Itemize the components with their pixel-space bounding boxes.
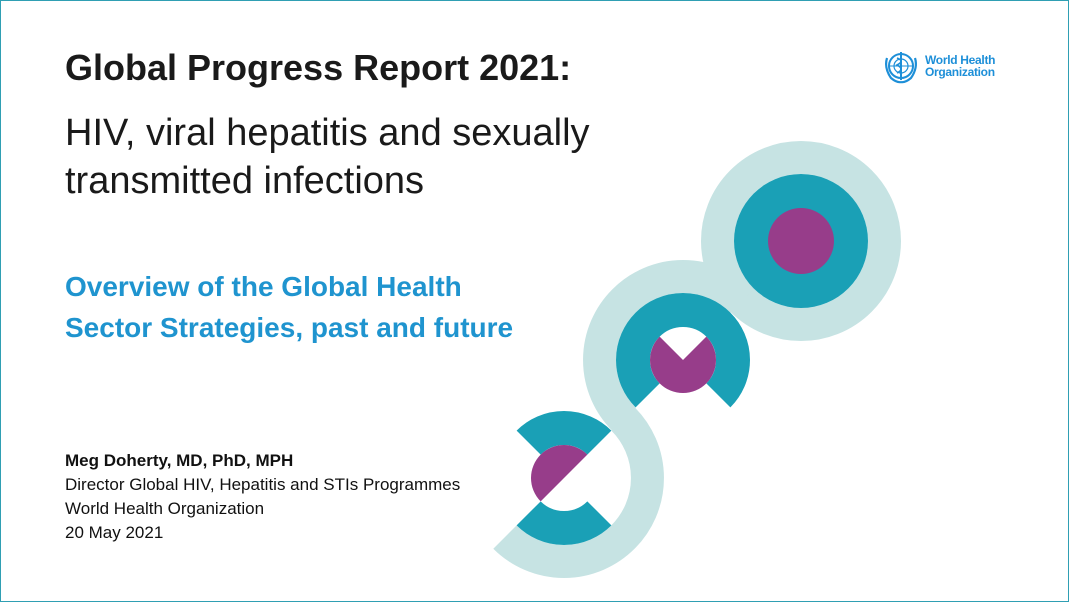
purple-notched-disc-middle bbox=[650, 336, 716, 394]
purple-half-disc-bottom bbox=[530, 445, 588, 502]
author-role: Director Global HIV, Hepatitis and STIs … bbox=[65, 475, 461, 494]
teal-arc-bottom-lower bbox=[516, 500, 612, 545]
slide-title: Global Progress Report 2021: bbox=[65, 47, 572, 88]
subtitle-line-1: HIV, viral hepatitis and sexually bbox=[65, 112, 590, 154]
light-arc-middle bbox=[583, 260, 754, 431]
who-emblem-icon bbox=[885, 52, 917, 84]
author-organization: World Health Organization bbox=[65, 499, 265, 518]
overview-line-1: Overview of the Global Health bbox=[65, 271, 462, 302]
light-ring-top bbox=[701, 141, 901, 341]
presentation-date: 20 May 2021 bbox=[65, 523, 164, 542]
teal-arc-bottom-upper bbox=[516, 411, 612, 456]
who-logo: World Health Organization bbox=[881, 46, 995, 86]
purple-disc-top bbox=[768, 208, 834, 274]
teal-arc-middle bbox=[616, 293, 750, 408]
logo-line-1: World Health bbox=[925, 53, 996, 67]
author-name: Meg Doherty, MD, PhD, MPH bbox=[65, 451, 294, 470]
logo-line-2: Organization bbox=[925, 65, 995, 79]
overview-line-2: Sector Strategies, past and future bbox=[65, 312, 514, 343]
light-arc-bottom bbox=[493, 407, 664, 578]
subtitle-line-2: transmitted infections bbox=[65, 160, 425, 202]
